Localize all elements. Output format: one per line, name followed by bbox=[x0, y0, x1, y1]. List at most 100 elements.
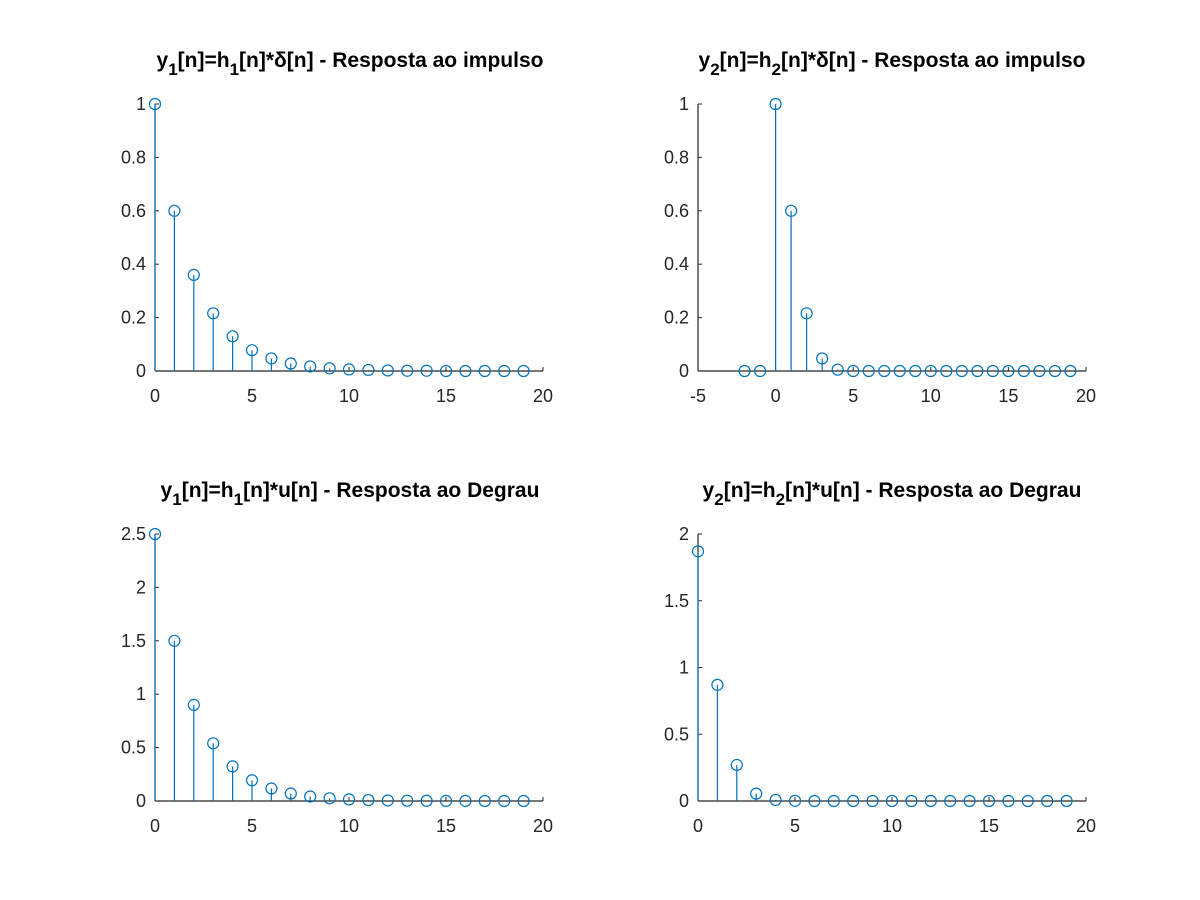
stem-marker bbox=[245, 774, 259, 787]
x-tick-label: 15 bbox=[998, 386, 1018, 406]
stem-marker bbox=[401, 364, 414, 377]
stem-marker bbox=[1017, 364, 1031, 378]
x-tick-label: 5 bbox=[247, 816, 257, 836]
y-tick-label: 0.2 bbox=[664, 308, 689, 328]
y-tick-label: 0 bbox=[679, 791, 689, 811]
x-tick-label: 10 bbox=[921, 386, 941, 406]
title-subscript: 1 bbox=[234, 490, 243, 509]
title-subscript: 1 bbox=[172, 490, 181, 509]
x-tick-label: 10 bbox=[339, 816, 359, 836]
stem-marker bbox=[963, 794, 976, 808]
stem-marker bbox=[750, 787, 763, 800]
stem-marker bbox=[187, 698, 200, 711]
stem-marker bbox=[905, 794, 918, 808]
subplot-2: y2[n]=h2[n]*δ[n] - Resposta ao impulso-5… bbox=[664, 49, 1096, 406]
y-tick-label: 1.5 bbox=[121, 631, 146, 651]
y-tick-label: 0.2 bbox=[121, 308, 146, 328]
x-tick-label: 20 bbox=[1076, 386, 1096, 406]
stem-marker bbox=[862, 364, 875, 378]
stem-marker bbox=[769, 97, 782, 111]
y-tick-label: 2 bbox=[136, 577, 146, 597]
stem-marker bbox=[785, 204, 798, 217]
x-tick-label: 5 bbox=[848, 386, 858, 406]
stem-marker bbox=[691, 545, 705, 558]
stem-marker bbox=[982, 794, 996, 808]
stem-marker bbox=[986, 364, 999, 378]
stem-marker bbox=[148, 527, 162, 541]
title-text: [n]=h bbox=[178, 49, 230, 72]
title-text: [n]*u[n] - Resposta ao Degrau bbox=[785, 479, 1081, 502]
title-text: [n]*δ[n] - Resposta ao impulso bbox=[239, 49, 543, 72]
stem-marker bbox=[1033, 364, 1046, 378]
stem-marker bbox=[1048, 364, 1062, 378]
stem-marker bbox=[924, 794, 937, 808]
stem-marker bbox=[459, 794, 472, 807]
stem-marker bbox=[769, 793, 782, 807]
stem-marker bbox=[885, 794, 899, 808]
stem-marker bbox=[168, 634, 181, 647]
stem-marker bbox=[284, 357, 297, 370]
stem-marker bbox=[924, 364, 937, 378]
subplot-title: y2[n]=h2[n]*u[n] - Resposta ao Degrau bbox=[703, 479, 1082, 509]
x-tick-label: 5 bbox=[247, 386, 257, 406]
y-tick-label: 1 bbox=[136, 684, 146, 704]
stem-marker bbox=[478, 794, 491, 808]
stem-marker bbox=[971, 364, 984, 378]
stem-marker bbox=[362, 793, 375, 807]
stem-marker bbox=[459, 364, 472, 378]
y-tick-label: 0.4 bbox=[121, 254, 146, 274]
stem-marker bbox=[226, 330, 239, 343]
title-text: y bbox=[703, 479, 715, 502]
stem-marker bbox=[304, 790, 317, 803]
stem-marker bbox=[401, 794, 414, 807]
title-subscript: 1 bbox=[168, 60, 177, 79]
x-tick-label: 15 bbox=[436, 386, 456, 406]
stem-marker bbox=[944, 794, 957, 808]
stem-marker bbox=[420, 364, 433, 377]
x-tick-label: 10 bbox=[882, 816, 902, 836]
y-tick-label: 1 bbox=[679, 658, 689, 678]
stem-marker bbox=[940, 364, 953, 378]
x-tick-label: 10 bbox=[339, 386, 359, 406]
title-subscript: 2 bbox=[710, 60, 719, 79]
title-text: [n]*u[n] - Resposta ao Degrau bbox=[243, 479, 539, 502]
stem-marker bbox=[847, 794, 860, 808]
stem-marker bbox=[439, 364, 453, 378]
stem-marker bbox=[342, 363, 356, 376]
stem-marker bbox=[284, 787, 297, 800]
y-tick-label: 1 bbox=[136, 94, 146, 114]
subplot-title: y1[n]=h1[n]*δ[n] - Resposta ao impulso bbox=[157, 49, 544, 79]
y-tick-label: 0 bbox=[136, 791, 146, 811]
stem-marker bbox=[187, 268, 200, 281]
x-tick-label: 5 bbox=[790, 816, 800, 836]
stem-marker bbox=[711, 678, 724, 691]
stem-marker bbox=[207, 307, 220, 320]
y-tick-label: 0.6 bbox=[121, 201, 146, 221]
title-subscript: 1 bbox=[230, 60, 239, 79]
title-text: [n]=h bbox=[182, 479, 234, 502]
title-text: [n]=h bbox=[724, 479, 776, 502]
subplot-title: y2[n]=h2[n]*δ[n] - Resposta ao impulso bbox=[699, 49, 1086, 79]
stem-marker bbox=[909, 364, 922, 378]
y-tick-label: 0.6 bbox=[664, 201, 689, 221]
subplot-3: y1[n]=h1[n]*u[n] - Resposta ao Degrau 0 5 1… bbox=[121, 479, 553, 836]
stem-marker bbox=[517, 794, 530, 808]
x-tick-label: 15 bbox=[436, 816, 456, 836]
title-text: y bbox=[699, 49, 711, 72]
x-tick-label: 0 bbox=[150, 816, 160, 836]
subplot-title: y1[n]=h1[n]*u[n] - Resposta ao Degrau bbox=[161, 479, 540, 509]
y-tick-label: 1.5 bbox=[664, 591, 689, 611]
title-subscript: 2 bbox=[776, 490, 785, 509]
stem-marker bbox=[1064, 364, 1077, 378]
x-tick-label: 0 bbox=[693, 816, 703, 836]
stem-marker bbox=[498, 794, 511, 808]
y-tick-label: 0.4 bbox=[664, 254, 689, 274]
stem-marker bbox=[498, 364, 511, 378]
stem-marker bbox=[1002, 364, 1015, 378]
x-tick-label: 20 bbox=[533, 816, 553, 836]
title-text: [n]=h bbox=[720, 49, 772, 72]
stem-marker bbox=[816, 352, 829, 365]
title-text: [n]*δ[n] - Resposta ao impulso bbox=[781, 49, 1085, 72]
